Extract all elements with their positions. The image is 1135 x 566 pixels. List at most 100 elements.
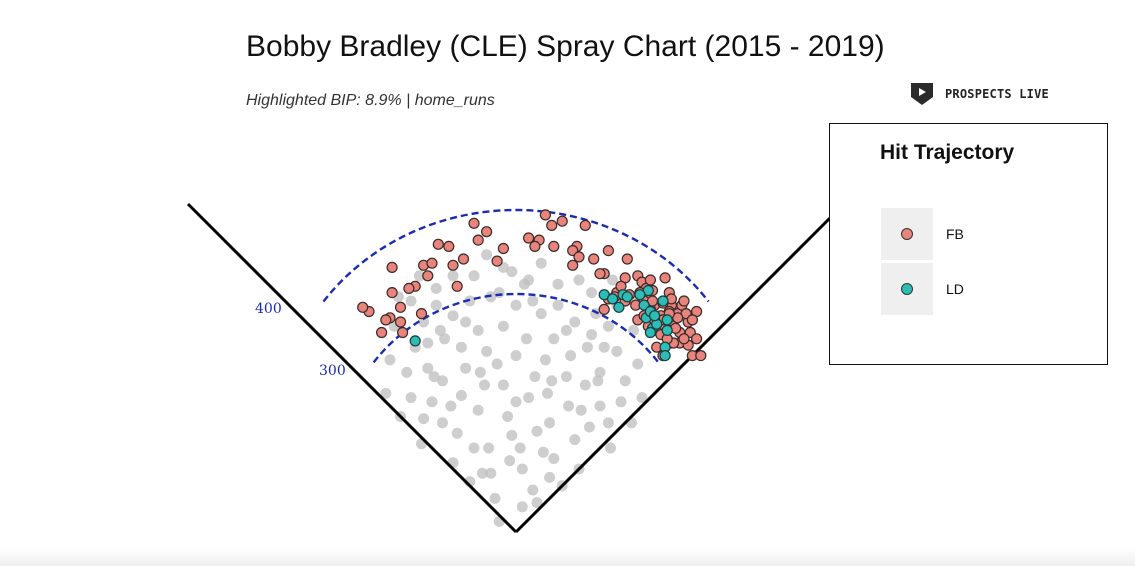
background-point: [535, 257, 547, 269]
legend-swatch-fb: [901, 228, 913, 240]
fb-point: [415, 308, 428, 320]
background-point: [439, 333, 451, 345]
fb-point: [394, 301, 407, 313]
background-point: [542, 387, 553, 399]
background-point: [447, 310, 459, 322]
legend-title: Hit Trajectory: [880, 141, 1015, 164]
fb-point: [468, 217, 480, 229]
background-point: [447, 270, 459, 282]
background-point: [455, 341, 467, 353]
background-point: [455, 390, 467, 401]
legend-label-ld: LD: [946, 281, 964, 297]
fb-point: [380, 314, 392, 326]
background-point: [472, 404, 484, 416]
background-point: [594, 400, 606, 412]
background-point: [489, 492, 501, 504]
legend-key-fb: [881, 208, 933, 260]
background-point: [586, 287, 598, 299]
background-point: [565, 350, 577, 362]
background-point: [510, 396, 522, 408]
ld-point: [661, 324, 673, 336]
background-point: [418, 316, 430, 328]
background-point: [619, 375, 631, 387]
background-point: [594, 366, 606, 378]
fb-point: [357, 301, 369, 313]
fb-point: [386, 287, 398, 299]
background-point: [430, 282, 442, 294]
background-point: [468, 442, 480, 454]
background-point: [586, 329, 598, 341]
background-point: [563, 400, 574, 412]
background-point: [548, 333, 560, 345]
legend-label-fb: FB: [946, 226, 964, 242]
background-point: [602, 320, 614, 332]
ld-point: [634, 289, 646, 301]
right-foul-line: [514, 202, 846, 534]
background-point: [468, 270, 480, 282]
fb-point: [548, 240, 560, 252]
fb-point: [386, 261, 398, 273]
background-point: [497, 320, 509, 332]
legend-key-ld: [881, 263, 933, 315]
background-point: [573, 274, 585, 286]
distance-label-400: 400: [255, 301, 282, 317]
background-point: [527, 484, 539, 496]
fb-point: [659, 272, 671, 284]
background-point: [460, 362, 472, 374]
background-point: [527, 295, 539, 307]
background-point: [632, 358, 644, 370]
fb-point: [426, 257, 438, 269]
ld-point: [661, 314, 673, 326]
background-point: [479, 379, 490, 391]
background-point: [481, 345, 493, 357]
background-point: [537, 446, 549, 458]
fb-point: [457, 253, 470, 265]
background-point: [472, 324, 484, 336]
background-point: [516, 501, 528, 513]
background-point: [405, 392, 417, 404]
legend: Hit Trajectory FB LD: [829, 123, 1108, 365]
fb-point: [394, 316, 407, 328]
background-point: [546, 375, 558, 387]
legend-item-fb: FB: [881, 208, 964, 260]
ld-point: [606, 293, 619, 305]
background-point: [504, 455, 516, 467]
background-point: [422, 362, 434, 374]
fb-point: [686, 314, 699, 326]
background-point: [497, 379, 509, 391]
background-point: [598, 341, 610, 353]
distance-arc-400: [322, 208, 710, 303]
background-point: [493, 287, 505, 299]
background-point: [481, 249, 493, 261]
background-point: [531, 497, 543, 509]
background-point: [602, 417, 614, 429]
background-point: [544, 471, 556, 483]
chart-subtitle: Highlighted BIP: 8.9% | home_runs: [246, 92, 495, 109]
fb-point: [573, 251, 585, 263]
background-point: [552, 278, 564, 290]
background-point: [437, 375, 448, 387]
fb-point: [529, 240, 541, 252]
background-point: [491, 358, 503, 370]
background-point: [437, 417, 448, 429]
background-point: [569, 316, 581, 328]
background-point: [483, 442, 495, 454]
background-point: [535, 308, 547, 320]
fb-point: [579, 219, 591, 231]
fb-point: [472, 234, 484, 246]
fb-point: [678, 295, 690, 307]
fb-point: [602, 245, 615, 257]
background-point: [569, 434, 581, 446]
background-point: [539, 354, 551, 366]
prospects-live-logo: PROSPECTS LIVE: [909, 81, 1049, 107]
background-point: [506, 429, 518, 441]
left-foul-line: [186, 202, 518, 534]
background-point: [451, 427, 463, 439]
fb-point: [522, 232, 535, 244]
background-point: [636, 392, 648, 404]
background-point: [523, 392, 535, 404]
ld-point: [659, 350, 671, 362]
fb-point: [644, 274, 657, 286]
fb-point: [588, 253, 600, 265]
ld-point: [621, 291, 633, 303]
